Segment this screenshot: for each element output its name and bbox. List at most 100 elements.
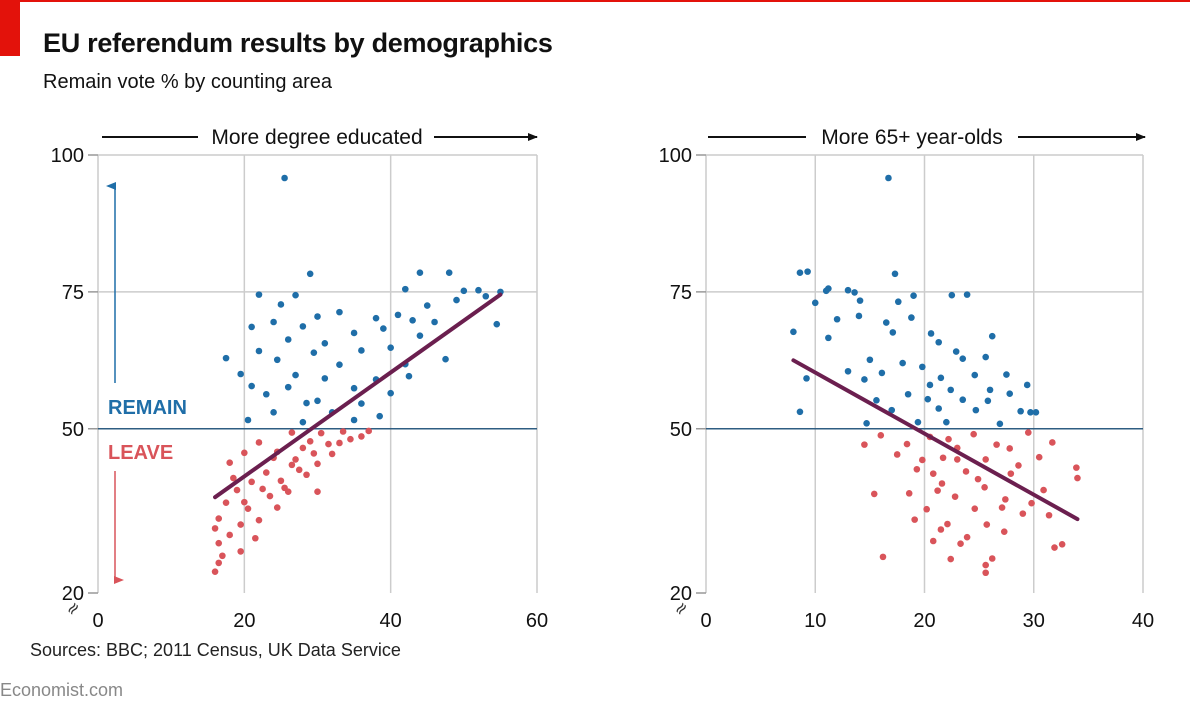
data-point [262, 390, 270, 398]
data-point [885, 174, 892, 182]
data-point [856, 297, 864, 304]
data-point [306, 270, 314, 278]
data-point [861, 376, 868, 383]
data-point [804, 268, 811, 275]
page-subtitle: Remain vote % by counting area [43, 71, 333, 93]
data-point [372, 314, 380, 322]
data-point [971, 505, 979, 512]
data-point [926, 381, 934, 389]
data-point [387, 389, 394, 397]
x-tick-label: 0 [92, 610, 103, 632]
data-point [306, 438, 314, 445]
data-point [983, 521, 991, 528]
data-point [423, 302, 431, 309]
data-point [328, 450, 336, 458]
data-point [255, 347, 263, 355]
data-point [211, 525, 219, 532]
data-point [982, 456, 989, 463]
data-point [237, 370, 244, 378]
data-point [299, 323, 307, 330]
data-point [314, 460, 321, 468]
data-point [1073, 464, 1080, 471]
data-point [796, 269, 804, 277]
data-point [825, 285, 832, 292]
data-point [336, 439, 343, 447]
data-point [866, 356, 874, 364]
data-point [1023, 381, 1031, 389]
y-tick-label: 75 [670, 282, 692, 304]
data-point [1024, 429, 1032, 436]
data-point [1045, 511, 1053, 519]
data-point [347, 435, 354, 443]
grid-age [696, 154, 1144, 594]
data-point [1019, 510, 1027, 517]
data-point [939, 454, 947, 462]
data-point [248, 478, 255, 486]
data-point [986, 386, 994, 394]
data-point [934, 487, 941, 494]
data-point [959, 396, 967, 404]
data-point [944, 520, 951, 528]
data-point [861, 441, 868, 448]
data-point [951, 493, 959, 500]
leave-label: LEAVE [108, 442, 173, 464]
data-point [211, 568, 219, 575]
data-point [929, 470, 937, 477]
page-title: EU referendum results by demographics [43, 28, 553, 58]
data-point [314, 488, 321, 496]
data-point [982, 569, 989, 577]
data-point [811, 299, 819, 307]
data-point [215, 539, 223, 547]
data-point [409, 317, 416, 324]
data-point [262, 469, 270, 476]
data-point [962, 468, 970, 475]
data-point [244, 416, 252, 424]
data-point [1049, 439, 1056, 446]
data-point [957, 540, 964, 548]
data-point [1027, 409, 1034, 416]
data-point [963, 291, 971, 298]
data-point [947, 386, 955, 394]
data-point [416, 332, 424, 339]
y-tick-label: 100 [51, 145, 84, 167]
data-point [1051, 544, 1058, 551]
data-point [445, 269, 453, 277]
data-point [284, 336, 292, 343]
data-point [292, 456, 299, 463]
data-point [972, 406, 980, 414]
data-point [336, 361, 343, 368]
data-point [255, 516, 263, 524]
data-point [215, 515, 223, 522]
data-point [350, 329, 358, 337]
data-point [365, 427, 373, 435]
data-point [1058, 540, 1066, 548]
data-point [988, 555, 996, 562]
brand-red-tab [0, 0, 20, 56]
data-point [1002, 496, 1009, 503]
data-point [244, 505, 252, 512]
data-point [237, 548, 244, 555]
data-point [1007, 470, 1015, 477]
data-point [998, 504, 1006, 511]
x-tick-label: 60 [526, 610, 548, 632]
data-point [996, 420, 1004, 428]
trend-line-education [213, 292, 503, 500]
data-point [963, 533, 971, 541]
data-point [1000, 528, 1008, 535]
grid-education [88, 154, 538, 594]
data-point [402, 285, 409, 293]
y-tick-label: 100 [659, 145, 692, 167]
data-point [270, 318, 277, 326]
data-point [350, 416, 358, 424]
data-point [219, 552, 226, 560]
data-point [844, 367, 852, 375]
data-point [299, 444, 307, 452]
data-point [493, 320, 501, 328]
data-point [284, 488, 292, 496]
data-point [1006, 445, 1014, 452]
data-point [882, 319, 890, 326]
data-point [893, 451, 901, 458]
remain-label: REMAIN [108, 397, 187, 419]
data-point [222, 354, 230, 362]
